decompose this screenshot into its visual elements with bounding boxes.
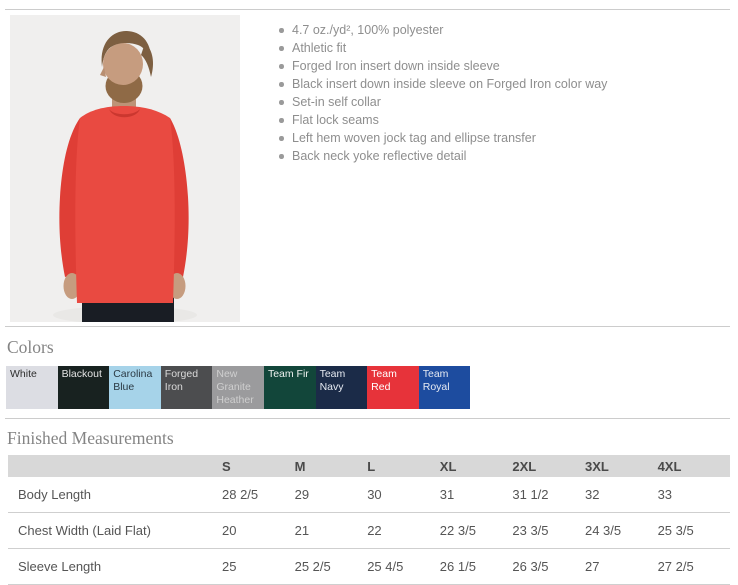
table-row-chest-width: Chest Width (Laid Flat) 20 21 22 22 3/5 … <box>8 512 730 549</box>
size-header-2xl: 2XL <box>512 455 585 477</box>
top-divider <box>5 9 730 10</box>
cell-value: 23 3/5 <box>512 512 585 549</box>
feature-item: Forged Iron insert down inside sleeve <box>274 57 732 75</box>
cell-value: 26 1/5 <box>439 548 513 585</box>
cell-value: 25 <box>222 548 295 585</box>
cell-value: 26 3/5 <box>512 548 585 585</box>
model-photo-illustration <box>10 15 240 322</box>
product-features-list: 4.7 oz./yd², 100% polyester Athletic fit… <box>274 21 732 165</box>
cell-value: 31 <box>439 477 513 513</box>
colors-heading: Colors <box>7 337 54 357</box>
table-row-body-length: Body Length 28 2/5 29 30 31 31 1/2 32 33 <box>8 477 730 513</box>
feature-item: Back neck yoke reflective detail <box>274 147 732 165</box>
color-swatch-team-fir[interactable]: Team Fir <box>263 366 316 409</box>
color-swatch-new-granite-heather[interactable]: New Granite Heather <box>212 366 264 409</box>
feature-item: Black insert down inside sleeve on Forge… <box>274 75 732 93</box>
row-label: Body Length <box>8 477 222 513</box>
cell-value: 31 1/2 <box>512 477 585 513</box>
cell-value: 28 2/5 <box>222 477 295 513</box>
feature-item: 4.7 oz./yd², 100% polyester <box>274 21 732 39</box>
color-swatch-row: White Blackout Carolina Blue Forged Iron… <box>6 366 471 409</box>
cell-value: 21 <box>294 512 368 549</box>
feature-item: Left hem woven jock tag and ellipse tran… <box>274 129 732 147</box>
size-header-l: L <box>367 455 440 477</box>
size-header-3xl: 3XL <box>584 455 658 477</box>
measurements-section-divider <box>5 418 730 419</box>
feature-item: Flat lock seams <box>274 111 732 129</box>
color-swatch-team-navy[interactable]: Team Navy <box>315 366 368 409</box>
row-label: Sleeve Length <box>8 548 222 585</box>
color-swatch-team-royal[interactable]: Team Royal <box>418 366 471 409</box>
color-swatch-white[interactable]: White <box>6 366 58 409</box>
table-row-sleeve-length: Sleeve Length 25 25 2/5 25 4/5 26 1/5 26… <box>8 548 730 585</box>
cell-value: 25 3/5 <box>657 512 730 549</box>
cell-value: 33 <box>657 477 730 513</box>
cell-value: 25 4/5 <box>367 548 440 585</box>
cell-value: 30 <box>367 477 440 513</box>
size-header-m: M <box>294 455 368 477</box>
size-header-s: S <box>222 455 295 477</box>
cell-value: 22 3/5 <box>439 512 513 549</box>
row-label: Chest Width (Laid Flat) <box>8 512 222 549</box>
size-header-blank <box>8 455 222 477</box>
finished-measurements-heading: Finished Measurements <box>7 428 174 448</box>
table-header-row: S M L XL 2XL 3XL 4XL <box>8 455 730 477</box>
cell-value: 22 <box>367 512 440 549</box>
cell-value: 27 2/5 <box>657 548 730 585</box>
color-swatch-team-red[interactable]: Team Red <box>367 366 419 409</box>
measurements-table: S M L XL 2XL 3XL 4XL Body Length 28 2/5 … <box>8 455 730 585</box>
color-swatch-carolina-blue[interactable]: Carolina Blue <box>109 366 161 409</box>
color-swatch-forged-iron[interactable]: Forged Iron <box>160 366 213 409</box>
colors-section-divider <box>5 326 730 327</box>
cell-value: 25 2/5 <box>294 548 368 585</box>
color-swatch-blackout[interactable]: Blackout <box>57 366 110 409</box>
feature-item: Athletic fit <box>274 39 732 57</box>
cell-value: 32 <box>584 477 658 513</box>
cell-value: 24 3/5 <box>584 512 658 549</box>
product-photo <box>10 15 240 322</box>
cell-value: 20 <box>222 512 295 549</box>
size-header-4xl: 4XL <box>657 455 730 477</box>
cell-value: 29 <box>294 477 368 513</box>
cell-value: 27 <box>584 548 658 585</box>
size-header-xl: XL <box>439 455 513 477</box>
feature-item: Set-in self collar <box>274 93 732 111</box>
